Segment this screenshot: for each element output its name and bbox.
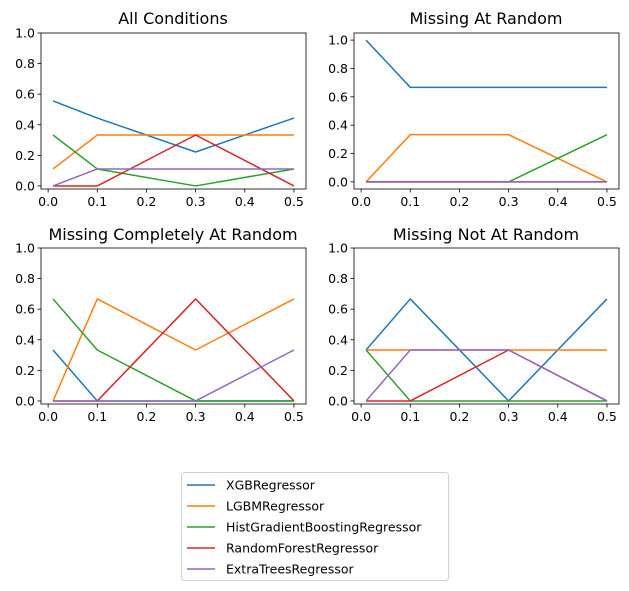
plot-area: 0.0 0.1 0.2 0.3 0.4 0.5 0.0 0.2 0.4 0.6 0.8 1.0 [328, 241, 620, 424]
subplot-title: Missing Not At Random [393, 225, 579, 244]
x-tick-label: 0.2 [450, 409, 470, 424]
y-tick-label: 1.0 [15, 241, 35, 256]
y-tick-label: 0.6 [15, 302, 35, 317]
x-tick-label: 0.5 [597, 194, 617, 209]
legend-items: XGBRegressor LGBMRegressor HistGradientBoo… [187, 478, 422, 577]
y-tick-label: 0.0 [328, 393, 348, 408]
axes-frame [40, 32, 307, 190]
series-line-histgradientboostingregressor [52, 298, 294, 402]
series-lines [365, 39, 608, 183]
x-tick-label: 0.1 [87, 409, 107, 424]
series-line-extratreesregressor [365, 349, 608, 402]
x-tick-label: 0.4 [548, 409, 568, 424]
subplot-missing-completely-at-random: Missing Completely At Random 0.0 0.1 0.2 0.… [15, 225, 307, 424]
subplot-missing-at-random: Missing At Random 0.0 0.1 0.2 0.3 0.4 0.50.00… [328, 9, 620, 209]
x-tick-label: 0.3 [499, 194, 519, 209]
subplot-title: Missing At Random [409, 9, 562, 28]
legend-label: ExtraTreesRegressor [226, 562, 355, 577]
x-tick-label: 0.1 [87, 194, 107, 209]
x-tick-label: 0.0 [38, 194, 58, 209]
axes-frame [353, 32, 620, 190]
legend-entry: HistGradientBoostingRegressor [187, 520, 422, 535]
x-tick-label: 0.1 [400, 194, 420, 209]
subplot-title: Missing Completely At Random [48, 225, 297, 244]
y-tick-label: 0.0 [15, 178, 35, 193]
legend-label: HistGradientBoostingRegressor [226, 520, 422, 535]
x-tick-label: 0.2 [137, 409, 157, 424]
legend-frame [181, 472, 449, 581]
legend-entry: LGBMRegressor [187, 499, 325, 514]
x-tick-label: 0.2 [450, 194, 470, 209]
x-tick-label: 0.0 [351, 409, 371, 424]
series-lines [52, 298, 295, 402]
y-tick-label: 0.4 [328, 332, 348, 347]
series-line-xgbregressor [365, 39, 607, 89]
x-tick-label: 0.4 [235, 409, 255, 424]
y-tick-label: 0.4 [15, 332, 35, 347]
x-tick-label: 0.3 [186, 409, 206, 424]
legend-label: LGBMRegressor [226, 499, 325, 514]
y-tick-label: 0.6 [328, 89, 348, 104]
y-tick-label: 1.0 [328, 241, 348, 256]
series-lines [365, 298, 608, 402]
x-tick-label: 0.0 [38, 409, 58, 424]
legend-label: RandomForestRegressor [226, 541, 379, 556]
y-tick-label: 0.2 [15, 363, 35, 378]
legend-label: XGBRegressor [226, 478, 316, 493]
y-tick-label: 0.6 [15, 87, 35, 102]
y-tick-label: 0.8 [15, 56, 35, 71]
y-tick-label: 0.4 [328, 118, 348, 133]
x-tick-label: 0.2 [137, 194, 157, 209]
y-tick-label: 0.2 [328, 363, 348, 378]
legend-entry: RandomForestRegressor [187, 541, 379, 556]
y-tick-label: 0.4 [15, 117, 35, 132]
x-tick-label: 0.4 [235, 194, 255, 209]
series-line-lgbmregressor [52, 298, 295, 402]
plot-area: 0.0 0.1 0.2 0.3 0.4 0.5 0.0 0.2 0.4 0.6 0.8 1.0 [328, 32, 620, 209]
y-tick-label: 0.8 [328, 271, 348, 286]
series-line-extratreesregressor [52, 168, 294, 187]
x-tick-label: 0.0 [351, 194, 371, 209]
series-line-extratreesregressor [53, 349, 295, 402]
x-tick-label: 0.3 [499, 409, 519, 424]
subplot-all-conditions: All Conditions 0.0 0.1 0.2 0.3 0.4 0.50.00.20… [15, 9, 307, 209]
x-tick-label: 0.1 [400, 409, 420, 424]
y-tick-label: 0.8 [328, 61, 348, 76]
y-tick-label: 0.6 [328, 302, 348, 317]
series-line-randomforestregressor [53, 134, 295, 187]
axes-frame [40, 247, 307, 405]
axes-frame [353, 247, 620, 405]
plot-area: 0.0 0.1 0.2 0.3 0.4 0.5 0.0 0.2 0.4 0.6 0.8 1.0 [15, 26, 307, 209]
subplot-missing-not-at-random: Missing Not At Random 0.0 0.1 0.2 0.3 0.4 0.5… [328, 225, 620, 424]
y-tick-label: 0.0 [15, 393, 35, 408]
x-tick-label: 0.5 [284, 409, 304, 424]
series-line-histgradientboostingregressor [52, 134, 295, 187]
x-tick-label: 0.5 [597, 409, 617, 424]
x-tick-label: 0.3 [186, 194, 206, 209]
legend: XGBRegressor LGBMRegressor HistGradientBoo… [181, 472, 449, 581]
legend-entry: XGBRegressor [187, 478, 316, 493]
y-tick-label: 0.2 [15, 148, 35, 163]
y-tick-label: 0.2 [328, 146, 348, 161]
y-tick-label: 1.0 [15, 26, 35, 41]
series-lines [52, 100, 295, 187]
x-tick-label: 0.4 [548, 194, 568, 209]
plot-area: 0.0 0.1 0.2 0.3 0.4 0.5 0.0 0.2 0.4 0.6 0.8 1.0 [15, 241, 307, 424]
y-tick-label: 0.0 [328, 174, 348, 189]
y-tick-label: 1.0 [328, 33, 348, 48]
legend-entry: ExtraTreesRegressor [187, 562, 355, 577]
y-tick-label: 0.8 [15, 271, 35, 286]
x-tick-label: 0.5 [284, 194, 304, 209]
subplot-title: All Conditions [118, 9, 228, 28]
